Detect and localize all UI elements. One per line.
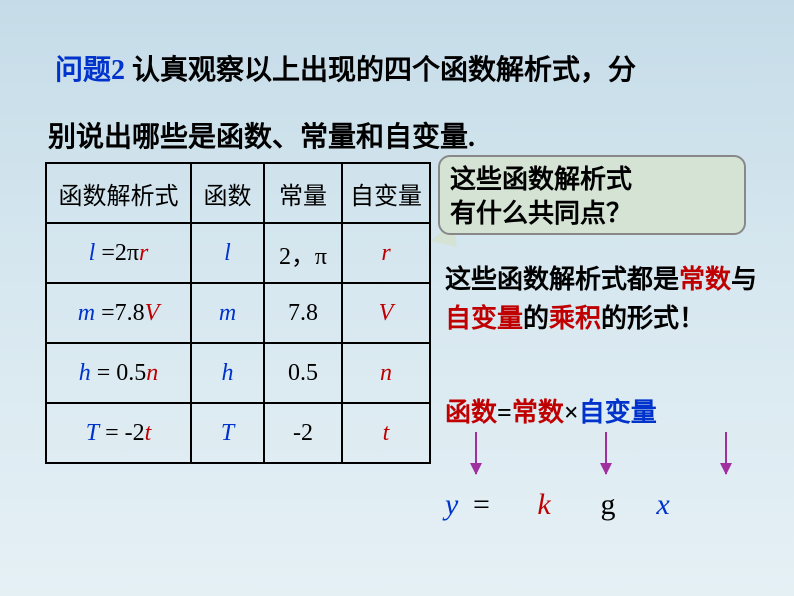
cell-variable: V [342,283,430,343]
function-table: 函数解析式 函数 常量 自变量 l =2πr l 2，π r m =7.8V m… [45,162,431,464]
callout-line-2: 有什么共同点？ [450,197,734,231]
question-prefix: 问题2 [55,55,125,86]
table-header-row: 函数解析式 函数 常量 自变量 [46,163,430,223]
cell-variable: t [342,403,430,463]
header-function: 函数 [191,163,264,223]
callout-box: 这些函数解析式 有什么共同点？ [438,155,746,235]
table-row: l =2πr l 2，π r [46,223,430,283]
cell-function: m [191,283,264,343]
cell-constant: -2 [264,403,342,463]
formula-x: x [643,488,683,522]
table-row: T = -2t T -2 t [46,403,430,463]
arrow-icon [725,432,727,474]
question-line-1: 问题2 认真观察以上出现的四个函数解析式，分 [55,50,636,92]
arrows-container [445,432,775,492]
header-variable: 自变量 [342,163,430,223]
header-constant: 常量 [264,163,342,223]
table-row: m =7.8V m 7.8 V [46,283,430,343]
cell-expression: h = 0.5n [46,343,191,403]
bottom-formula: y=kgx [445,488,683,522]
formula-equation: 函数=常数×自变量 [445,392,657,429]
cell-constant: 2，π [264,223,342,283]
cell-variable: n [342,343,430,403]
header-expression: 函数解析式 [46,163,191,223]
cell-function: T [191,403,264,463]
cell-constant: 0.5 [264,343,342,403]
description-text: 这些函数解析式都是常数与自变量的乘积的形式！ [445,260,775,338]
callout-line-1: 这些函数解析式 [450,163,734,197]
cell-constant: 7.8 [264,283,342,343]
cell-expression: m =7.8V [46,283,191,343]
formula-equals: = [473,488,515,522]
cell-expression: l =2πr [46,223,191,283]
question-line-2: 别说出哪些是函数、常量和自变量. [48,115,475,155]
formula-g: g [573,488,643,522]
question-text-1: 认真观察以上出现的四个函数解析式，分 [125,55,636,86]
cell-function: l [191,223,264,283]
arrow-icon [475,432,477,474]
table-row: h = 0.5n h 0.5 n [46,343,430,403]
cell-expression: T = -2t [46,403,191,463]
formula-k: k [515,488,573,522]
cell-function: h [191,343,264,403]
cell-variable: r [342,223,430,283]
arrow-icon [605,432,607,474]
formula-y: y [445,488,473,522]
